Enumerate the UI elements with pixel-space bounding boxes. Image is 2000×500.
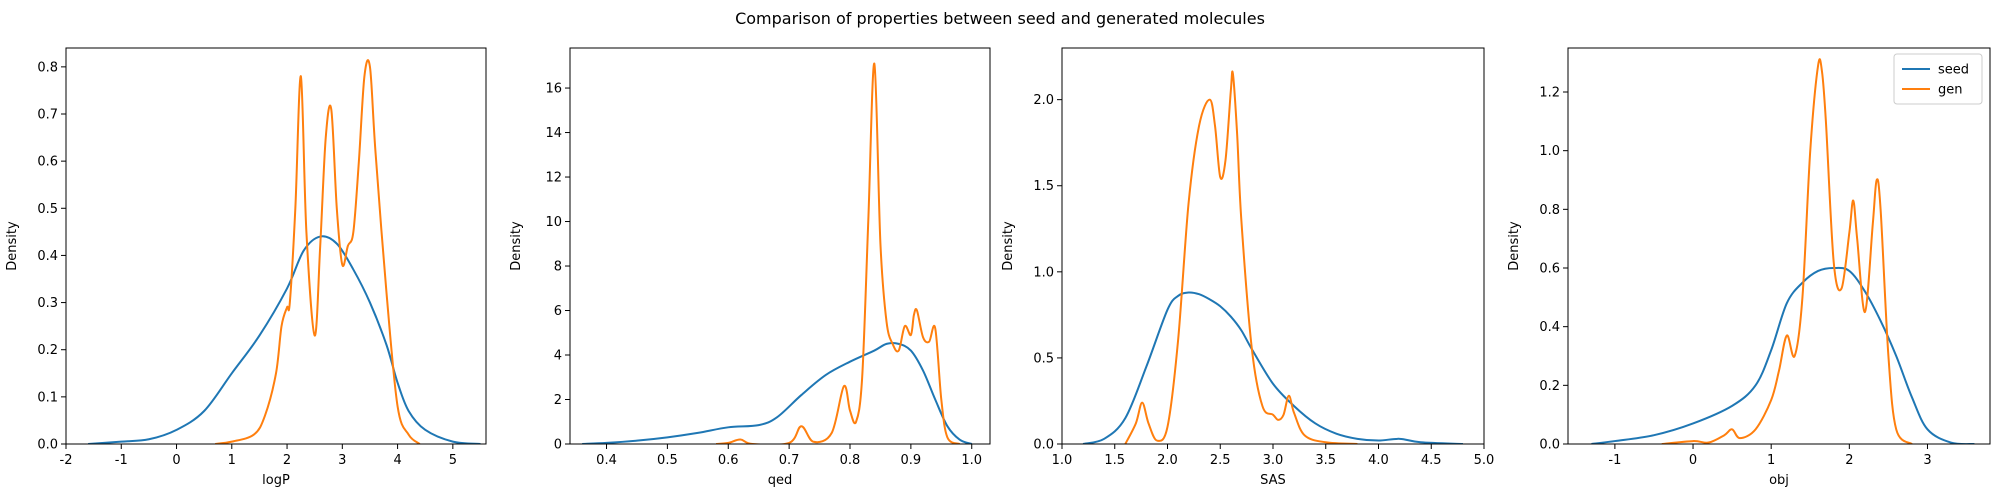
x-tick-label: 1.0 — [1052, 453, 1073, 468]
y-tick-label: 2.0 — [1033, 93, 1054, 108]
y-tick-label: 0.2 — [37, 343, 58, 358]
x-tick-label: 4.5 — [1421, 453, 1442, 468]
series-line-seed — [88, 235, 481, 444]
y-tick-label: 0.0 — [37, 438, 58, 453]
x-tick-label: 1.0 — [961, 453, 982, 468]
series-group — [1591, 58, 1975, 444]
axes-frame — [569, 47, 991, 445]
x-tick-label: -2 — [60, 453, 73, 468]
x-tick-label: 4.0 — [1368, 453, 1389, 468]
series-line-seed — [1591, 266, 1975, 444]
x-tick-label: 3 — [338, 453, 346, 468]
series-line-seed — [582, 342, 973, 444]
y-axis-label: Density — [5, 221, 20, 271]
y-tick-label: 4 — [554, 349, 562, 364]
y-tick-label: 1.0 — [1033, 265, 1054, 280]
x-tick-label: 5 — [449, 453, 457, 468]
x-tick-label: 1.5 — [1104, 453, 1125, 468]
x-tick-label: 5.0 — [1474, 453, 1495, 468]
y-tick-label: 0.2 — [1539, 379, 1560, 394]
figure-title: Comparison of properties between seed an… — [735, 9, 1265, 28]
x-tick-label: 2 — [283, 453, 291, 468]
x-tick-label: 2.0 — [1157, 453, 1178, 468]
x-tick-label: 3 — [1923, 453, 1931, 468]
series-group — [88, 59, 481, 444]
y-tick-label: 0.6 — [1539, 262, 1560, 277]
x-tick-label: 2.5 — [1210, 453, 1231, 468]
x-tick-label: 0.4 — [596, 453, 617, 468]
legend-label-gen: gen — [1938, 83, 1963, 98]
x-axis-label: qed — [768, 473, 793, 488]
x-tick-label: 0.8 — [840, 453, 861, 468]
y-tick-label: 16 — [545, 82, 562, 97]
x-tick-label: 0.9 — [901, 453, 922, 468]
legend: seed gen — [1893, 53, 1983, 105]
axes-frame — [1567, 47, 1991, 445]
y-tick-label: 0.4 — [1539, 320, 1560, 335]
x-axis-label: logP — [262, 473, 290, 488]
y-tick-label: 0 — [554, 438, 562, 453]
y-axis-label: Density — [1507, 221, 1522, 271]
x-axis-label: SAS — [1260, 473, 1286, 488]
x-tick-label: 2 — [1845, 453, 1853, 468]
x-tick-label: 3.0 — [1263, 453, 1284, 468]
x-tick-label: 0.7 — [779, 453, 800, 468]
chart-panel-logP: -2 -1 0 1 2 3 4 5 0.0 0.1 0.2 0.3 0.4 0.5 0.6 0.7 0.8 log… — [5, 47, 487, 488]
x-tick-label: -1 — [115, 453, 128, 468]
y-tick-label: 0.0 — [1033, 438, 1054, 453]
chart-panels: -2 -1 0 1 2 3 4 50.00.10.20.30.40.50.60.70.8log… — [5, 47, 1991, 488]
y-tick-label: 0.1 — [37, 390, 58, 405]
x-tick-label: 0 — [172, 453, 180, 468]
series-line-seed — [1082, 291, 1463, 444]
x-tick-label: 0.6 — [718, 453, 739, 468]
x-tick-label: 0 — [1689, 453, 1697, 468]
x-tick-label: 3.5 — [1315, 453, 1336, 468]
y-tick-label: 1.2 — [1539, 86, 1560, 101]
chart-panel-qed: 0.4 0.5 0.6 0.7 0.8 0.9 1.0 0 2 4 6 8 10 12 14 16 qed Den… — [509, 47, 991, 488]
legend-box — [1893, 53, 1983, 105]
y-tick-label: 8 — [554, 260, 562, 275]
y-tick-label: 2 — [554, 393, 562, 408]
chart-panel-SAS: 1.0 1.5 2.0 2.5 3.0 3.5 4.0 4.5 5.0 0.0 0.5 1.0 1.5 2… — [1001, 47, 1495, 488]
y-tick-label: 10 — [545, 215, 562, 230]
y-tick-label: 0.7 — [37, 108, 58, 123]
x-tick-label: 0.5 — [657, 453, 678, 468]
series-group — [582, 62, 973, 444]
series-group — [1082, 70, 1463, 444]
x-tick-label: -1 — [1608, 453, 1621, 468]
x-tick-label: 1 — [228, 453, 236, 468]
x-axis-label: obj — [1769, 473, 1789, 488]
y-tick-label: 0.8 — [1539, 203, 1560, 218]
series-line-gen — [1661, 58, 1913, 444]
legend-label-seed: seed — [1938, 63, 1969, 78]
y-tick-label: 1.5 — [1033, 179, 1054, 194]
y-tick-label: 0.6 — [37, 155, 58, 170]
x-tick-label: 4 — [393, 453, 401, 468]
y-tick-label: 0.5 — [37, 202, 58, 217]
y-axis-label: Density — [509, 221, 524, 271]
y-tick-label: 12 — [545, 171, 562, 186]
y-tick-label: 0.8 — [37, 60, 58, 75]
x-tick-label: 1 — [1767, 453, 1775, 468]
y-tick-label: 14 — [545, 126, 562, 141]
y-tick-label: 0.3 — [37, 296, 58, 311]
y-tick-label: 6 — [554, 304, 562, 319]
series-line-gen — [715, 62, 961, 444]
y-tick-label: 1.0 — [1539, 144, 1560, 159]
series-line-gen — [1124, 70, 1358, 444]
y-tick-label: 0.0 — [1539, 438, 1560, 453]
y-axis-label: Density — [1001, 221, 1016, 271]
chart-panel-obj: -1 0 1 2 3 0.0 0.2 0.4 0.6 0.8 1.0 1.2 obj Density — [1507, 47, 1991, 488]
y-tick-label: 0.5 — [1033, 351, 1054, 366]
y-tick-label: 0.4 — [37, 249, 58, 264]
axes-frame — [65, 47, 487, 445]
series-line-gen — [215, 59, 421, 444]
